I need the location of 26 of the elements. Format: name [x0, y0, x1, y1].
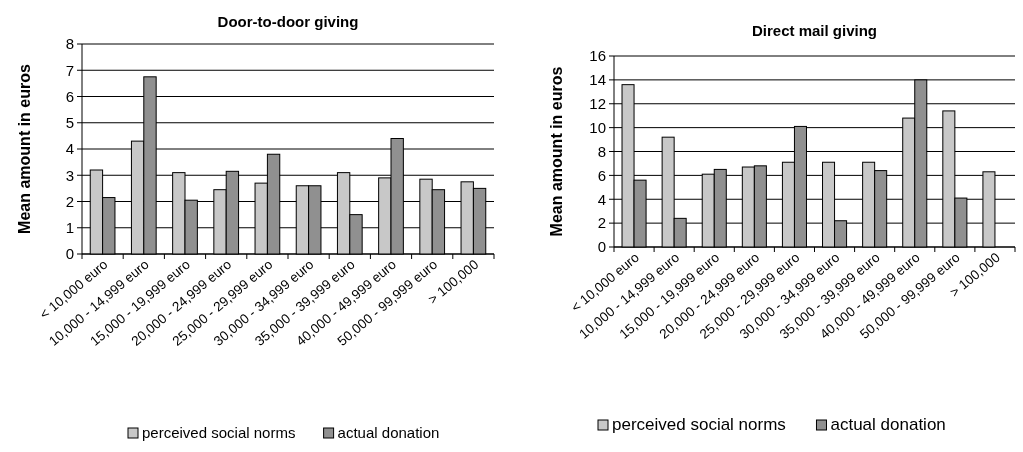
y-tick-label: 10 — [589, 118, 606, 136]
y-tick-label: 8 — [597, 142, 606, 160]
y-tick-label: 8 — [65, 35, 74, 53]
y-tick-label: 5 — [65, 114, 74, 131]
y-tick-label: 14 — [589, 71, 606, 89]
legend-label: perceived social norms — [612, 415, 786, 434]
chart-title: Door-to-door giving — [217, 13, 359, 30]
y-tick-label: 12 — [589, 95, 606, 112]
y-tick-label: 2 — [65, 192, 74, 210]
legend-label: perceived social norms — [142, 424, 296, 441]
y-tick-label: 0 — [597, 238, 606, 256]
y-axis-title: Mean amount in euros — [548, 66, 565, 237]
y-tick-label: 4 — [597, 190, 606, 208]
y-tick-label: 7 — [65, 61, 74, 79]
y-tick-label: 0 — [65, 245, 74, 263]
legend-label: actual donation — [830, 415, 946, 434]
y-tick-label: 3 — [65, 166, 74, 184]
y-tick-label: 4 — [65, 140, 74, 158]
legend-label: actual donation — [337, 424, 440, 441]
chart-title: Direct mail giving — [751, 22, 878, 39]
y-axis-title: Mean amount in euros — [16, 64, 33, 234]
y-tick-label: 16 — [589, 47, 606, 65]
y-tick-label: 6 — [597, 166, 606, 184]
y-tick-label: 1 — [65, 219, 74, 236]
y-tick-label: 6 — [65, 87, 74, 105]
y-tick-label: 2 — [597, 214, 606, 232]
